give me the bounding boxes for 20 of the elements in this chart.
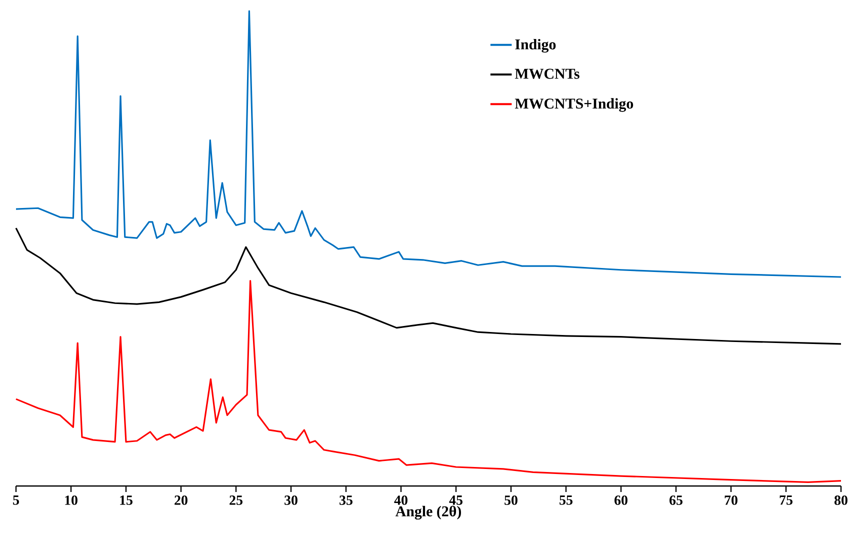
legend-label: Indigo (515, 38, 556, 53)
x-tick-label: 60 (614, 496, 628, 505)
x-tick-label: 75 (780, 496, 792, 505)
x-tick-label: 45 (449, 496, 462, 505)
x-tick-label: 65 (670, 496, 682, 505)
x-tick-label: 35 (340, 496, 352, 505)
x-tick-label: 50 (504, 496, 518, 505)
x-axis-title: Angle (2θ) (395, 506, 461, 520)
x-tick-label: 5 (13, 496, 19, 505)
legend-label: MWCNTS+Indigo (514, 98, 634, 112)
x-tick-label: 15 (120, 496, 132, 505)
x-tick-label: 40 (394, 496, 408, 505)
x-tick-label: 10 (65, 496, 78, 505)
x-tick-label: 25 (230, 496, 242, 505)
legend-label: MWCNTs (514, 68, 580, 79)
x-tick-label: 30 (284, 496, 298, 505)
x-tick-label: 70 (724, 496, 738, 505)
x-tick-label: 80 (834, 496, 848, 505)
x-tick-label: 55 (560, 496, 572, 505)
x-tick-label: 20 (174, 496, 188, 505)
